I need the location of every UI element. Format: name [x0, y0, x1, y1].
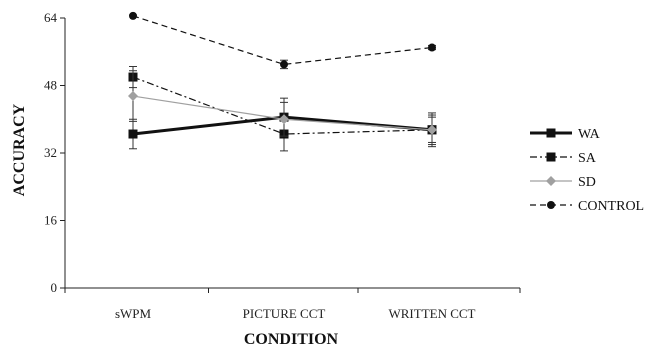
legend-label: CONTROL — [578, 199, 644, 214]
data-point — [129, 11, 137, 20]
legend-marker — [547, 201, 555, 209]
x-tick-label: WRITTEN CCT — [388, 306, 475, 321]
data-point — [428, 43, 436, 52]
x-ticks: sWPM PICTURE CCT WRITTEN CCT — [64, 288, 521, 321]
legend-item-sa: SA — [530, 151, 597, 166]
legend-marker — [546, 152, 556, 162]
legend-item-sd: SD — [530, 175, 596, 190]
data-point — [128, 129, 138, 139]
series-sa — [128, 66, 437, 152]
y-tick-label: 32 — [44, 145, 57, 160]
legend-label: SD — [578, 175, 596, 190]
y-tick-label: 48 — [44, 78, 57, 93]
data-point — [128, 91, 138, 102]
y-tick-label: 16 — [44, 213, 58, 228]
y-ticks: 0 16 32 48 64 — [44, 10, 65, 295]
y-tick-label: 0 — [51, 280, 58, 295]
data-point — [280, 60, 288, 69]
x-axis-title: CONDITION — [244, 331, 339, 348]
series-line — [132, 15, 433, 66]
legend-item-control: CONTROL — [530, 199, 644, 214]
y-axis-title: ACCURACY — [11, 103, 28, 196]
axes — [64, 18, 520, 289]
legend: WA SA SD CONTROL — [530, 127, 644, 214]
series-wa — [128, 97, 437, 150]
data-point — [427, 124, 437, 135]
legend-item-wa: WA — [530, 127, 601, 142]
series-layer — [128, 11, 437, 152]
series-sd — [128, 70, 437, 143]
legend-marker — [546, 128, 556, 138]
legend-marker — [546, 176, 556, 186]
legend-label: WA — [578, 127, 601, 142]
series-control — [129, 11, 436, 70]
x-tick-label: sWPM — [115, 306, 152, 321]
y-tick-label: 64 — [44, 10, 58, 25]
x-tick-label: PICTURE CCT — [243, 306, 326, 321]
data-point — [279, 114, 289, 125]
legend-label: SA — [578, 151, 597, 166]
